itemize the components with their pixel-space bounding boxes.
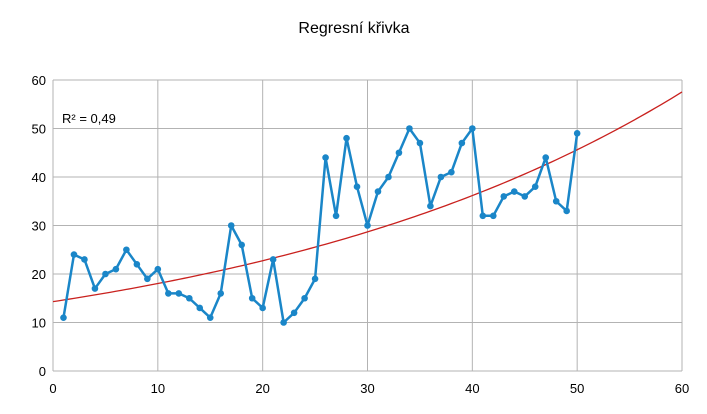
data-point [500,193,508,200]
y-tick-label: 10 [32,316,46,331]
y-tick-label: 60 [32,73,46,88]
data-point [217,290,225,297]
data-point [395,149,403,157]
x-tick-label: 20 [255,381,269,396]
data-point [353,183,361,190]
data-point [531,183,539,190]
x-tick-label: 0 [49,381,56,396]
data-point [112,265,120,273]
data-point [196,304,204,312]
data-point [248,294,256,302]
data-point [185,294,193,302]
data-point [91,285,99,292]
trendline [52,91,683,303]
tick-labels: 0 10 20 30 40 50 60 0 10 20 30 40 50 60 [32,73,690,396]
data-point [123,246,130,254]
data-point [406,125,413,132]
x-tick-label: 50 [570,381,584,396]
data-point [227,222,235,229]
data-point [70,251,78,258]
y-tick-label: 0 [39,364,46,379]
data-point [154,265,162,273]
data-point [133,261,141,268]
x-tick-label: 60 [675,381,689,396]
y-tick-label: 30 [32,219,46,234]
chart-title: Regresní křivka [298,20,409,37]
data-point [552,197,560,205]
data-point [322,154,329,161]
r-squared-label: R² = 0,49 [62,111,116,126]
data-point [563,207,570,215]
data-point [332,212,340,220]
data-point [448,168,455,176]
data-point [458,139,466,147]
data-point [102,270,109,278]
data-point [542,154,550,161]
data-point [364,222,371,229]
data-point [238,241,245,249]
data-point [60,314,67,321]
data-point [259,304,266,312]
data-point [206,314,214,321]
data-point [573,130,581,137]
x-tick-label: 30 [360,381,374,396]
data-point [437,173,445,181]
data-point [510,188,518,195]
data-points [60,125,581,326]
data-point [385,173,392,181]
data-point [416,139,424,147]
data-point [469,125,476,132]
data-point [301,294,308,302]
data-point [175,290,183,297]
x-tick-label: 10 [151,381,165,396]
data-point [144,275,151,283]
data-point [311,275,319,283]
y-tick-label: 50 [32,122,46,137]
y-tick-label: 20 [32,267,46,282]
y-tick-label: 40 [32,170,46,185]
data-point [269,256,277,263]
data-point [343,134,350,142]
data-point [290,309,298,317]
data-point [374,188,382,195]
data-point [490,212,497,220]
data-point [427,202,434,210]
x-tick-label: 40 [465,381,479,396]
data-point [280,319,287,326]
data-point [479,212,487,220]
data-point [521,193,529,200]
data-point [165,290,172,297]
data-point [81,256,88,263]
